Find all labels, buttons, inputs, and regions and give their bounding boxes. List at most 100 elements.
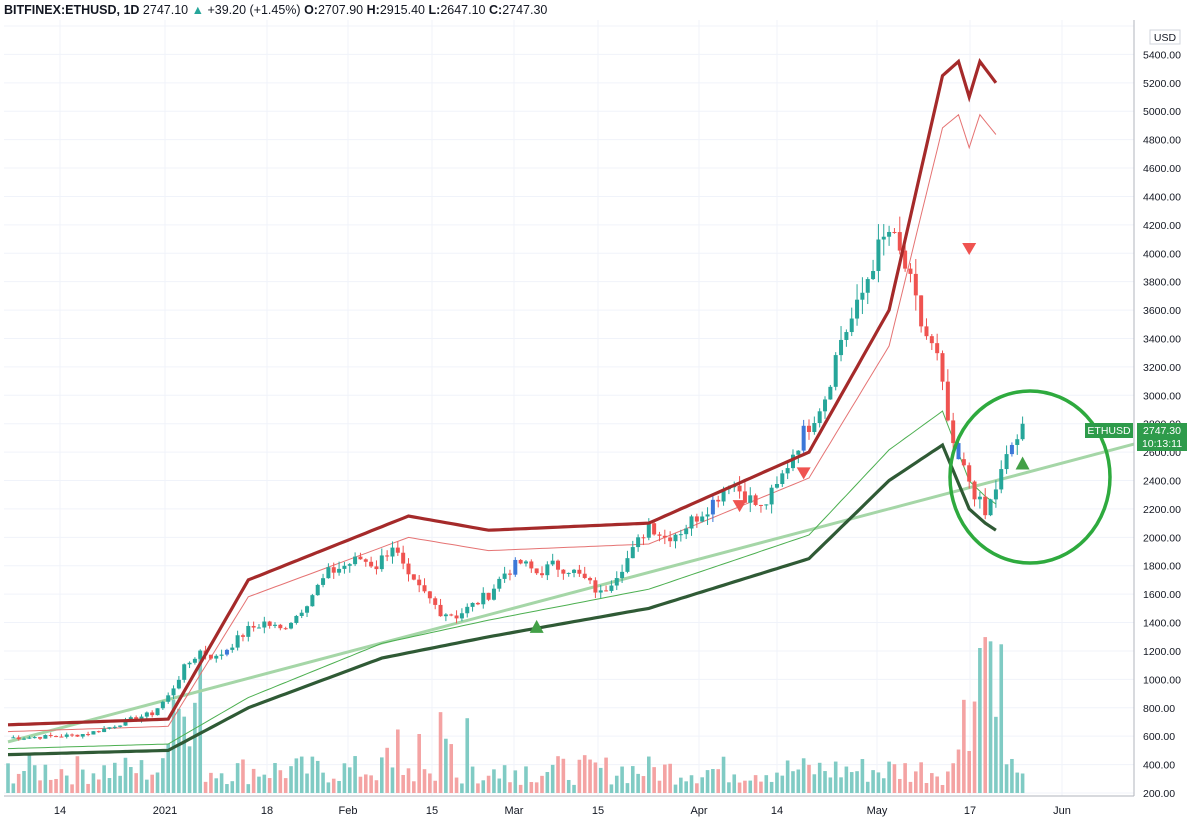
candle-body [491,588,496,600]
highlight-circle [948,389,1112,565]
volume-bar [209,772,213,793]
volume-bar [871,770,875,793]
volume-bar [492,769,496,793]
candle-body [454,615,459,619]
volume-bar [438,712,443,793]
volume-bar [668,763,672,793]
price-tick-label: 1000.00 [1143,674,1181,686]
volume-bar [257,776,261,793]
candle-body [144,712,149,717]
candle-body [486,592,491,600]
volume-bar [892,764,897,793]
candle-body [230,647,235,650]
candle-body [993,489,998,500]
price-tick-label: 3600.00 [1143,305,1181,317]
time-tick-label: Apr [690,805,707,817]
change-value: +39.20 (+1.45%) [207,3,301,17]
candle-body [999,469,1004,490]
candle-body [785,468,790,474]
volume-bar [801,758,806,793]
volume-bar [582,755,587,793]
candle-body [315,584,320,596]
candle-body [566,572,571,574]
candle-body [182,664,187,680]
volume-bar [134,773,138,793]
candle-body [443,614,448,617]
candle-body [102,728,107,733]
candle-body [951,420,956,444]
volume-bar [791,771,795,793]
volume-bar [855,771,859,793]
volume-bar [129,767,133,793]
volume-bar [844,766,849,793]
volume-bar [267,778,272,793]
volume-bar [860,759,865,793]
price-tick-label: 5200.00 [1143,78,1181,90]
candle-body [534,568,539,574]
volume-bars [6,637,1025,793]
volume-bar [881,778,886,793]
volume-bar [513,770,518,793]
candle-body [278,624,283,629]
candle-body [604,590,609,592]
volume-bar [775,772,779,793]
candle-body [64,734,69,737]
volume-bar [732,774,737,793]
volume-bar [962,699,966,793]
candle-body [684,528,689,535]
price-tick-label: 1600.00 [1143,589,1181,601]
candle-body [758,504,763,506]
time-tick-label: 15 [592,805,604,817]
volume-bar [75,756,80,793]
candle-body [545,564,550,576]
volume-bar [908,781,913,793]
volume-bar [155,772,160,793]
candle-body [91,731,96,735]
candle-body [523,561,528,564]
volume-bar [785,760,790,793]
buy-signal-icon [529,619,544,633]
candle-body [198,650,203,659]
plot-area[interactable] [4,20,1134,796]
symbol-label[interactable]: BITFINEX:ETHUSD, 1D [4,3,140,17]
candle-body [774,483,779,488]
volume-bar [417,733,421,793]
volume-bar [518,784,523,793]
volume-bar [107,778,112,793]
volume-bar [614,775,619,793]
candle-body [540,573,544,576]
time-axis: 14 2021 18 Feb 15 Mar 15 Apr 14 May 17 Jun [54,805,1071,817]
candle-body [166,695,171,702]
volume-bar [604,757,608,793]
candle-body [823,399,828,412]
volume-bar [91,773,96,793]
lower-band [7,442,997,757]
time-tick-label: 14 [54,805,66,817]
volume-bar [273,763,277,793]
volume-bar [278,770,283,793]
volume-bar [422,769,427,793]
candle-body [988,499,993,516]
volume-bar [198,653,203,793]
candle-body [742,491,747,503]
volume-bar [48,779,53,793]
price-tick-label: 3800.00 [1143,277,1181,289]
volume-bar [214,778,219,793]
candle-body [582,573,587,579]
candle-body [753,495,758,505]
volume-bar [887,761,891,793]
volume-bar [572,784,576,793]
volume-bar [486,775,491,793]
candle-body [844,332,849,340]
candle-body [155,708,160,716]
buy-signal-icon [1015,456,1030,470]
sell-signal-icon [962,242,977,255]
candle-body [390,547,395,557]
time-tick-label: Jun [1053,805,1071,817]
volume-bar [652,767,656,793]
candle-body [353,556,358,565]
volume-bar [625,783,630,793]
candle-body [860,292,865,300]
candle-body [321,578,326,585]
